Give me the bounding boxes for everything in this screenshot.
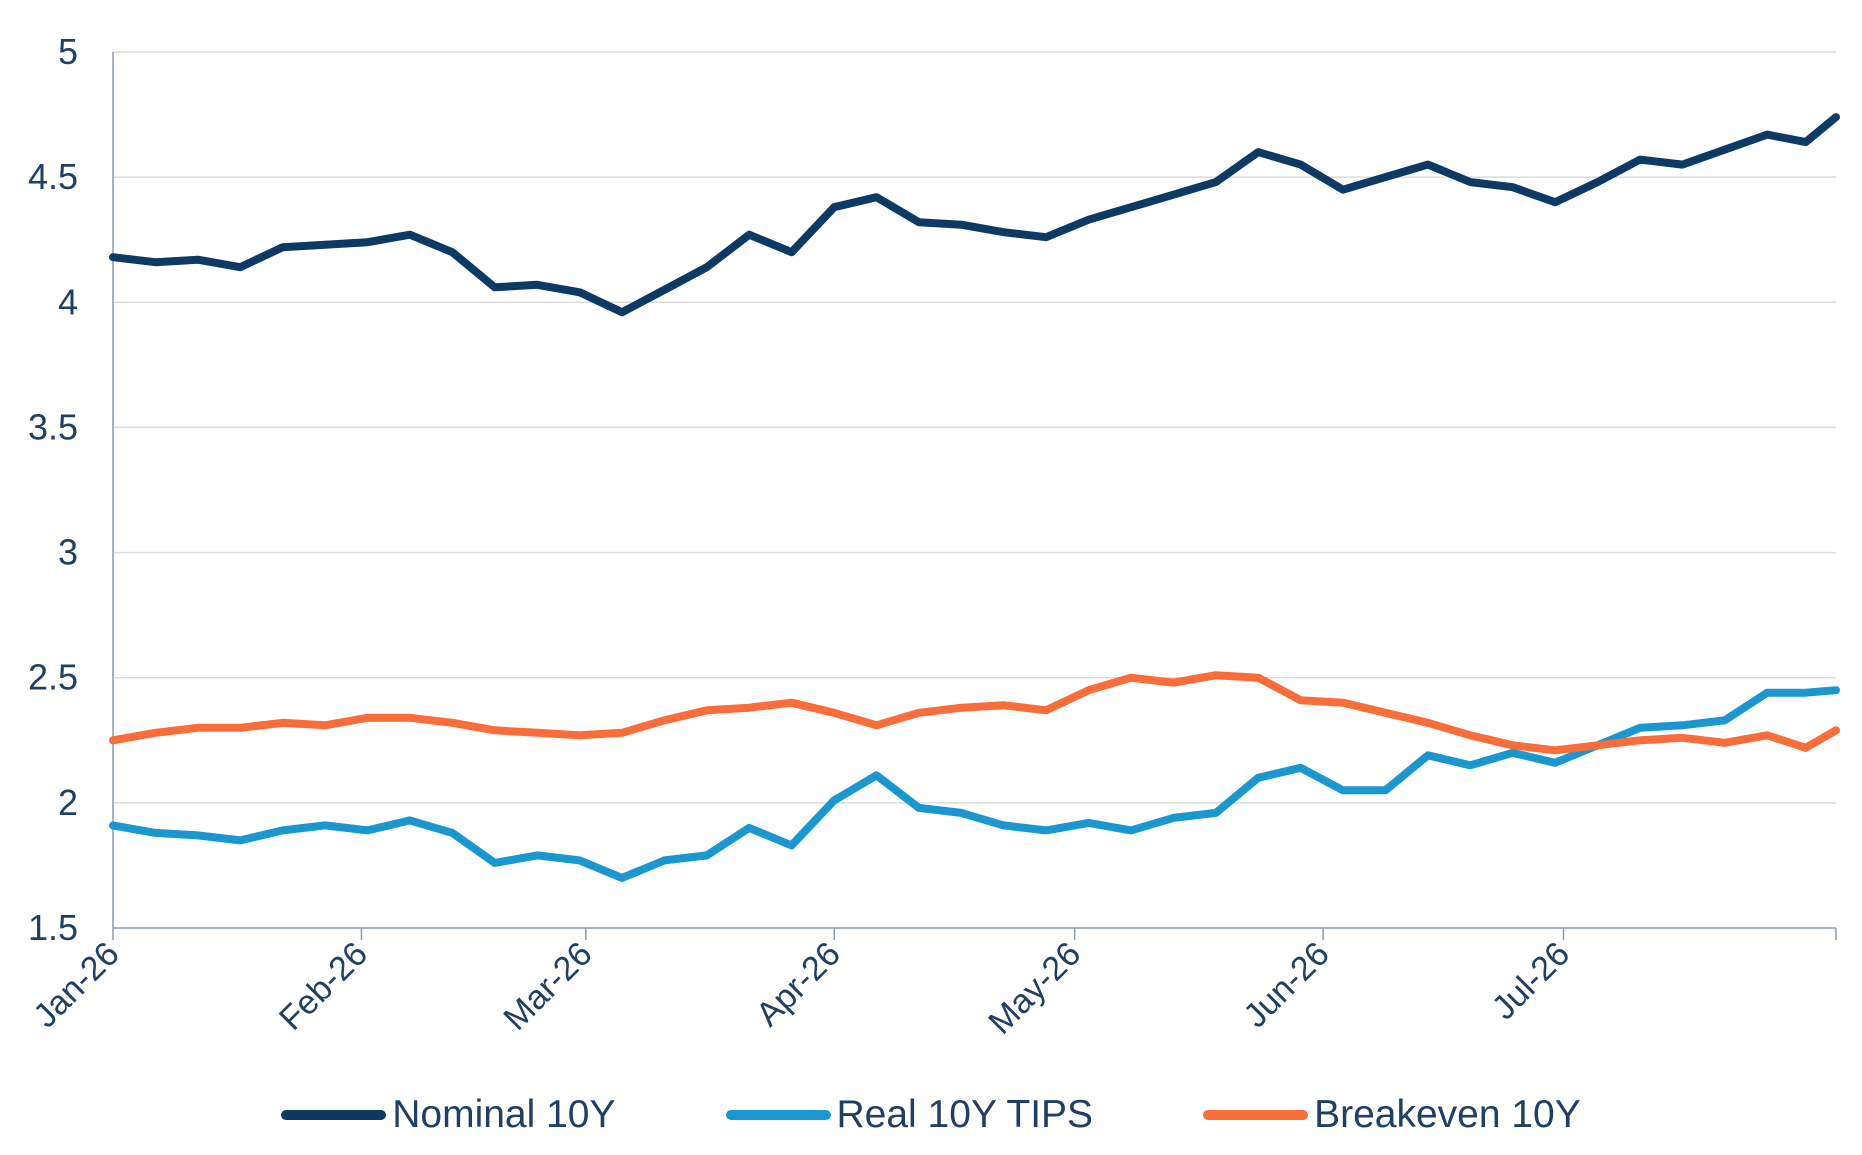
x-tick-label: May-26 bbox=[981, 935, 1088, 1042]
x-tick-label: Jul-26 bbox=[1485, 935, 1577, 1027]
legend-item-nominal: Nominal 10Y bbox=[281, 1093, 616, 1137]
x-tick-label: Mar-26 bbox=[496, 935, 599, 1038]
line-chart: 1.5 2 2.5 3 3.5 4 4.5 5 Jan-26 Feb-26 Mar-26 Apr-2… bbox=[26, 31, 1840, 1042]
series-line-nominal bbox=[109, 113, 1840, 317]
x-tick-label: Jan-26 bbox=[26, 935, 126, 1035]
y-tick-label: 2.5 bbox=[28, 657, 78, 698]
y-axis-ticks: 1.5 2 2.5 3 3.5 4 4.5 5 bbox=[28, 31, 78, 948]
legend-label-nominal: Nominal 10Y bbox=[392, 1093, 616, 1136]
x-tick-label: Feb-26 bbox=[272, 935, 375, 1038]
legend-swatch-real bbox=[725, 1110, 831, 1120]
series-lines bbox=[109, 113, 1840, 882]
y-tick-label: 2 bbox=[58, 782, 78, 823]
series-line-real bbox=[109, 686, 1840, 882]
x-tick-label: Apr-26 bbox=[749, 935, 848, 1034]
gridlines bbox=[113, 51, 1836, 804]
series-line-breakeven bbox=[109, 671, 1840, 755]
x-tick-label: Jun-26 bbox=[1236, 935, 1336, 1035]
y-tick-label: 4 bbox=[58, 281, 78, 322]
legend: Nominal 10Y Real 10Y TIPS Breakeven 10Y bbox=[0, 1085, 1862, 1145]
legend-item-real: Real 10Y TIPS bbox=[725, 1093, 1094, 1137]
y-tick-label: 3 bbox=[58, 532, 78, 573]
y-tick-label: 4.5 bbox=[28, 156, 78, 197]
legend-label-real: Real 10Y TIPS bbox=[836, 1093, 1094, 1136]
y-tick-label: 3.5 bbox=[28, 406, 78, 447]
axes bbox=[112, 52, 1836, 929]
legend-item-breakeven: Breakeven 10Y bbox=[1203, 1093, 1581, 1137]
y-tick-label: 5 bbox=[58, 31, 78, 72]
x-axis-ticks: Jan-26 Feb-26 Mar-26 Apr-26 May-26 Jun-26 Jul-… bbox=[26, 928, 1837, 1042]
legend-swatch-breakeven bbox=[1203, 1110, 1309, 1120]
y-tick-label: 1.5 bbox=[28, 907, 78, 948]
legend-label-breakeven: Breakeven 10Y bbox=[1314, 1093, 1581, 1136]
legend-swatch-nominal bbox=[281, 1110, 387, 1120]
